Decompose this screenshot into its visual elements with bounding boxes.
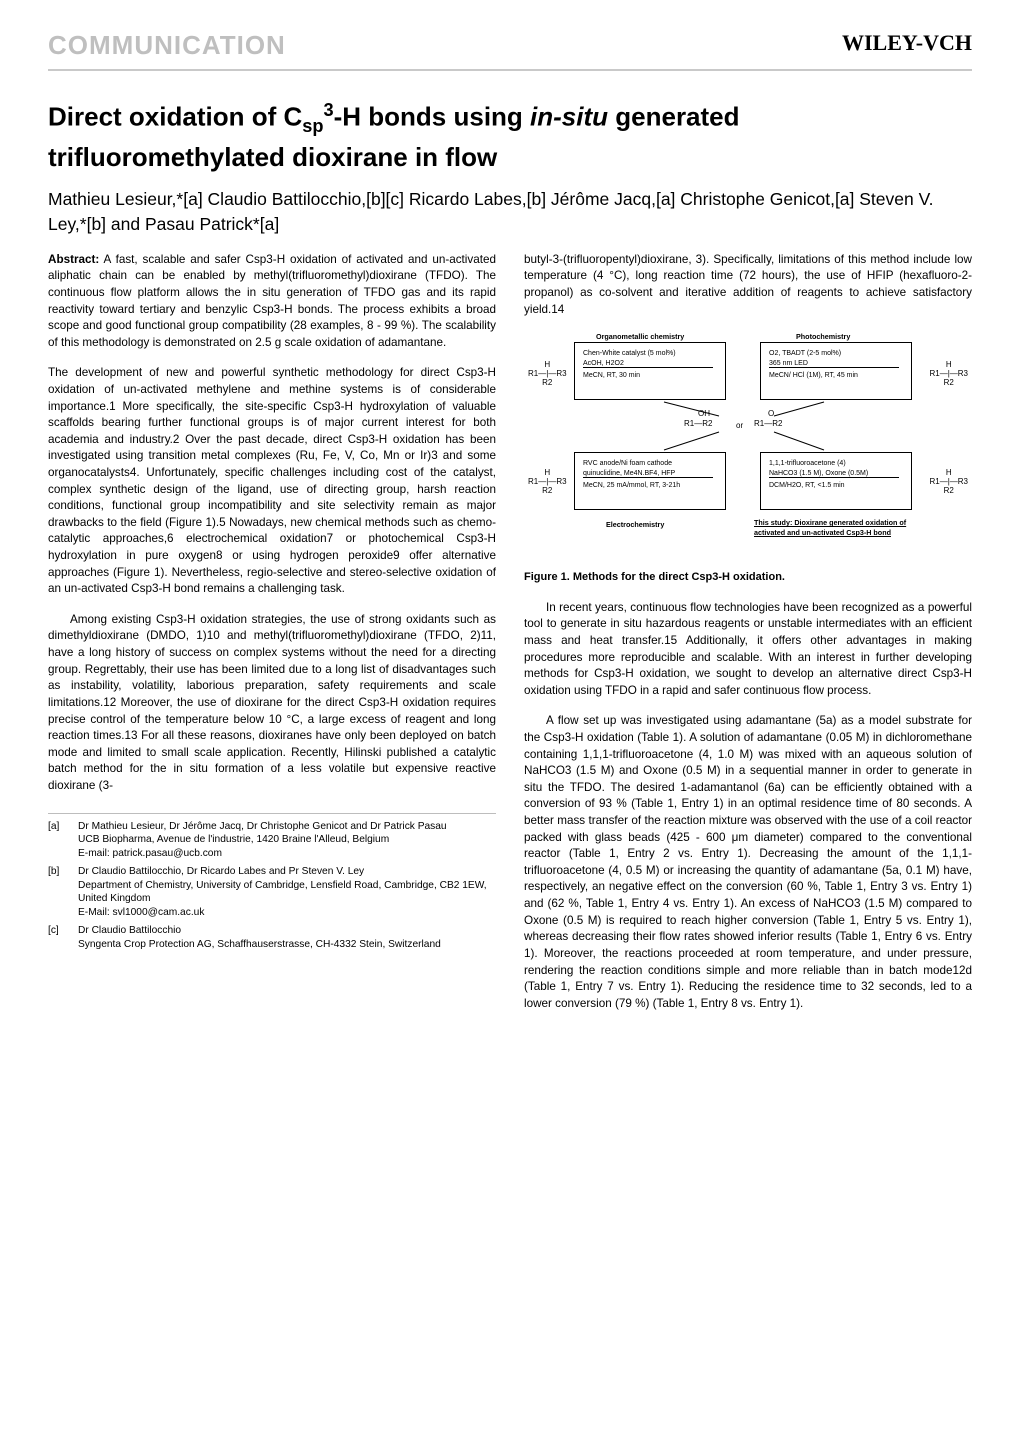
affil-line: Syngenta Crop Protection AG, Schaffhause… bbox=[78, 938, 441, 952]
left-column: Abstract: A fast, scalable and safer Csp… bbox=[48, 252, 496, 1027]
two-column-body: Abstract: A fast, scalable and safer Csp… bbox=[48, 252, 972, 1027]
affil-line: Dr Claudio Battilocchio, Dr Ricardo Labe… bbox=[78, 865, 496, 879]
continuation-para: butyl-3-(trifluoropentyl)dioxirane, 3). … bbox=[524, 252, 972, 318]
right-column: butyl-3-(trifluoropentyl)dioxirane, 3). … bbox=[524, 252, 972, 1027]
abstract-label: Abstract: bbox=[48, 253, 99, 266]
intro-para-1: The development of new and powerful synt… bbox=[48, 365, 496, 598]
affil-tag: [c] bbox=[48, 924, 78, 952]
affil-row: [c] Dr Claudio Battilocchio Syngenta Cro… bbox=[48, 924, 496, 952]
affil-line: Dr Claudio Battilocchio bbox=[78, 924, 441, 938]
affil-line: E-Mail: svl1000@cam.ac.uk bbox=[78, 906, 496, 920]
affil-line: Department of Chemistry, University of C… bbox=[78, 879, 496, 907]
affil-row: [b] Dr Claudio Battilocchio, Dr Ricardo … bbox=[48, 865, 496, 920]
affil-tag: [a] bbox=[48, 820, 78, 861]
header-rule bbox=[48, 69, 972, 71]
affil-text: Dr Claudio Battilocchio, Dr Ricardo Labe… bbox=[78, 865, 496, 920]
figure-1-caption: Figure 1. Methods for the direct Csp3-H … bbox=[524, 570, 972, 586]
affil-line: E-mail: patrick.pasau@ucb.com bbox=[78, 847, 447, 861]
right-para-2: A flow set up was investigated using ada… bbox=[524, 713, 972, 1012]
affil-text: Dr Claudio Battilocchio Syngenta Crop Pr… bbox=[78, 924, 441, 952]
page-content: COMMUNICATION WILEY-VCH Direct oxidation… bbox=[48, 30, 972, 1026]
header-row: COMMUNICATION WILEY-VCH bbox=[48, 30, 972, 61]
affil-line: Dr Mathieu Lesieur, Dr Jérôme Jacq, Dr C… bbox=[78, 820, 447, 834]
publisher-label: WILEY-VCH bbox=[842, 30, 972, 56]
fig1-arrows-svg bbox=[524, 332, 972, 564]
abstract-text: A fast, scalable and safer Csp3-H oxidat… bbox=[48, 253, 496, 349]
right-para-1: In recent years, continuous flow technol… bbox=[524, 600, 972, 700]
intro-para-2: Among existing Csp3-H oxidation strategi… bbox=[48, 612, 496, 795]
affil-line: UCB Biopharma, Avenue de l'industrie, 14… bbox=[78, 833, 447, 847]
authors-line: Mathieu Lesieur,*[a] Claudio Battilocchi… bbox=[48, 187, 972, 238]
figure-1: Organometallic chemistry Chen-White cata… bbox=[524, 332, 972, 564]
affil-text: Dr Mathieu Lesieur, Dr Jérôme Jacq, Dr C… bbox=[78, 820, 447, 861]
article-title: Direct oxidation of Csp3-H bonds using i… bbox=[48, 97, 972, 177]
affiliations-block: [a] Dr Mathieu Lesieur, Dr Jérôme Jacq, … bbox=[48, 813, 496, 952]
affil-row: [a] Dr Mathieu Lesieur, Dr Jérôme Jacq, … bbox=[48, 820, 496, 861]
affil-tag: [b] bbox=[48, 865, 78, 920]
section-label: COMMUNICATION bbox=[48, 30, 286, 61]
abstract-paragraph: Abstract: A fast, scalable and safer Csp… bbox=[48, 252, 496, 352]
